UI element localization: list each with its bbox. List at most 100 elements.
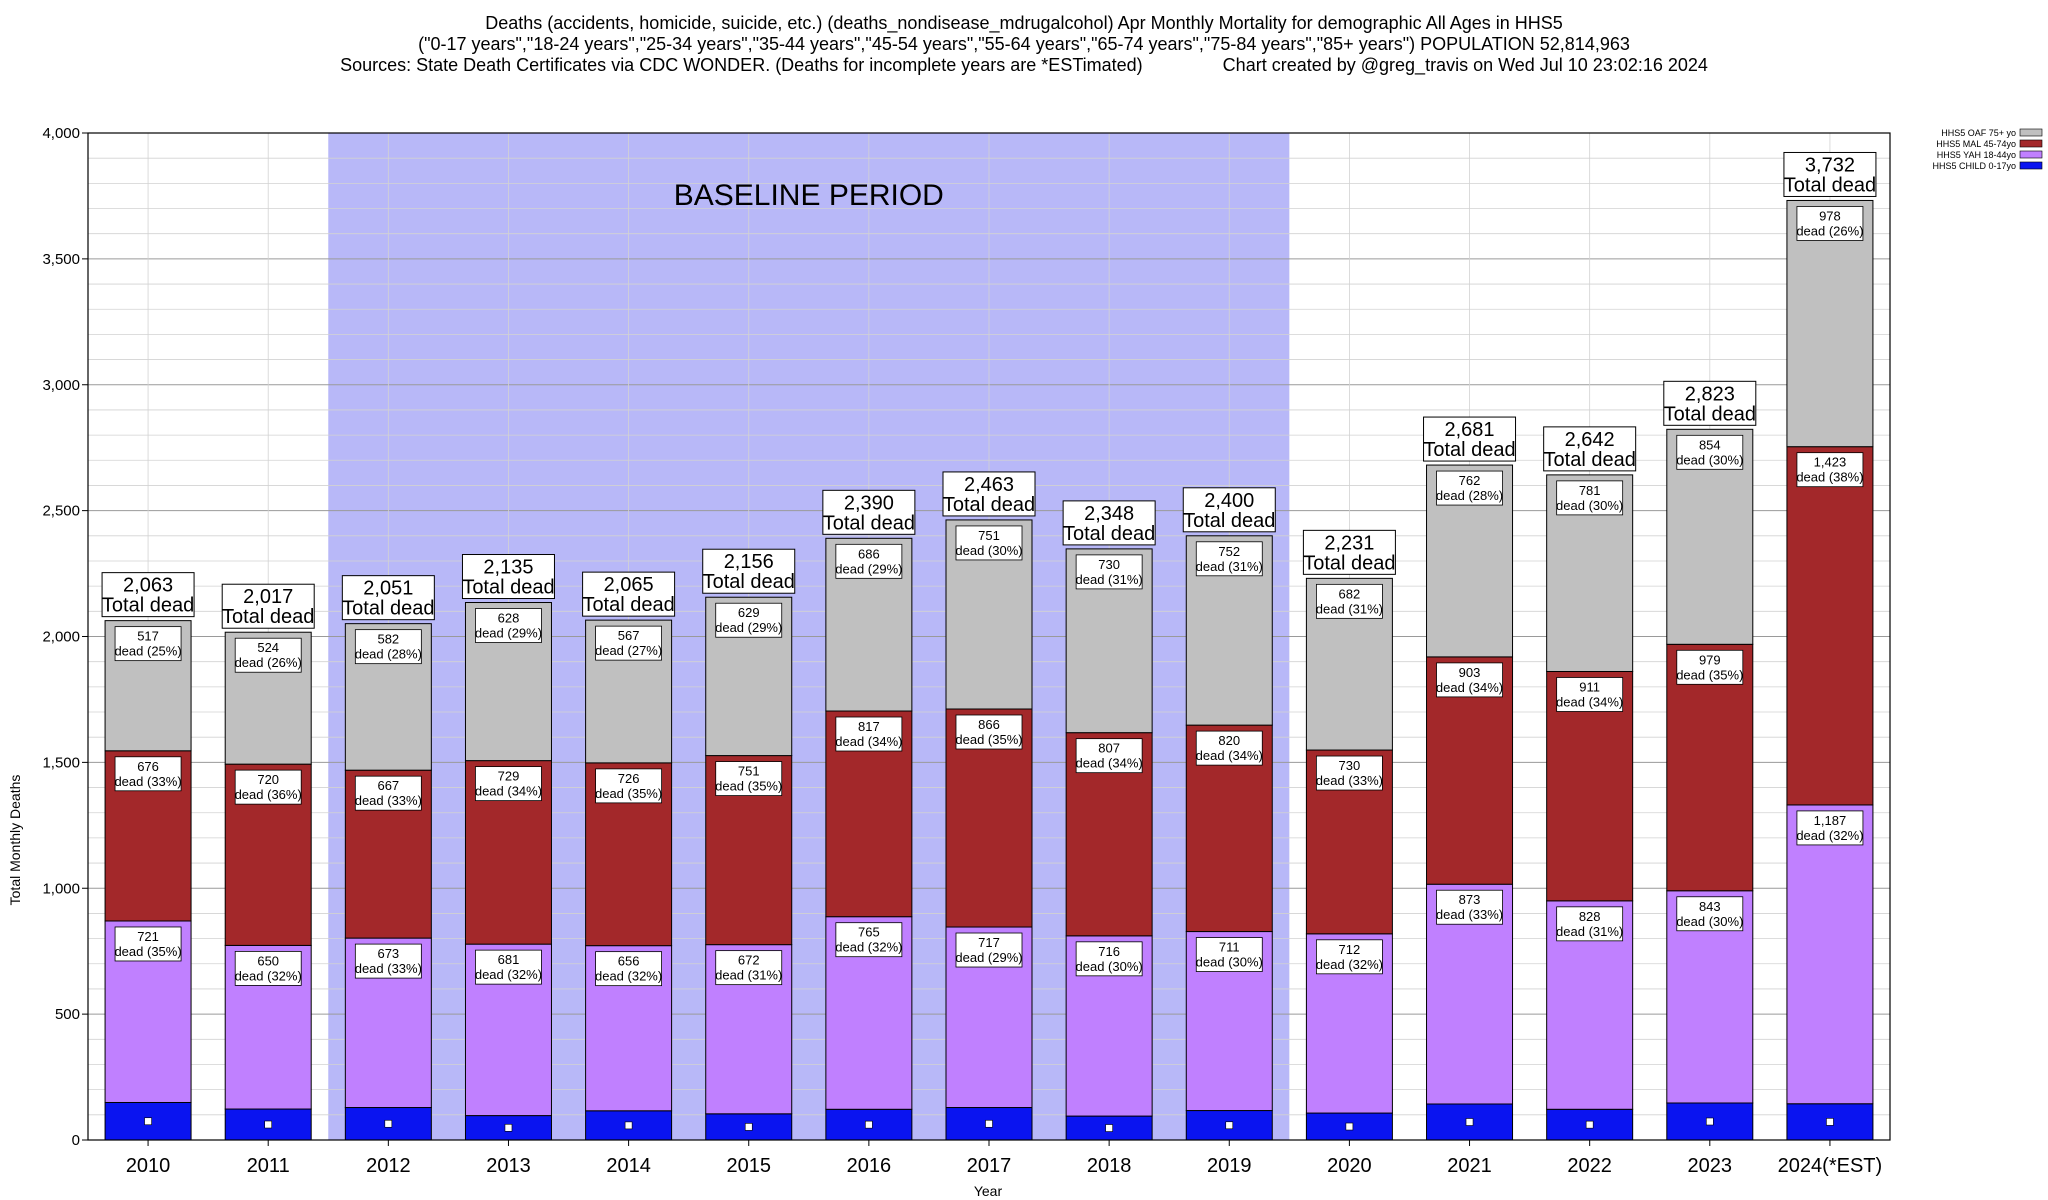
segment-label-box — [114, 756, 182, 792]
segment-value-label: 524 — [257, 640, 279, 655]
segment-marker — [744, 1123, 753, 1131]
total-suffix-label: Total dead — [703, 571, 795, 593]
y-tick-label: 0 — [72, 1132, 80, 1149]
segment-value-label: 672 — [738, 953, 760, 968]
segment-value-label: 681 — [498, 952, 520, 967]
segment-percent-label: dead (34%) — [1076, 756, 1143, 771]
total-label-box — [1663, 380, 1757, 426]
total-label-box — [101, 572, 195, 618]
total-value-label: 2,642 — [1565, 429, 1615, 451]
segment-value-label: 721 — [137, 929, 159, 944]
total-label-box — [1062, 500, 1156, 546]
chart-title: Deaths (accidents, homicide, suicide, et… — [340, 13, 1708, 76]
legend-swatch — [2019, 128, 2043, 137]
total-value-label: 2,156 — [724, 551, 774, 573]
total-suffix-label: Total dead — [222, 606, 314, 628]
segment-label-box — [1075, 738, 1143, 774]
total-value-label: 2,135 — [483, 557, 533, 579]
total-suffix-label: Total dead — [342, 598, 434, 620]
total-suffix-label: Total dead — [1063, 523, 1155, 545]
total-label-box — [1543, 426, 1637, 472]
segment-label-box — [955, 932, 1023, 968]
total-label-box — [702, 548, 796, 594]
segment-value-label: 1,423 — [1814, 455, 1847, 470]
bar-segment — [1185, 1110, 1273, 1141]
x-tick-label: 2024(*EST) — [1778, 1155, 1883, 1177]
segment-percent-label: dead (30%) — [955, 543, 1022, 558]
segment-value-label: 667 — [377, 778, 399, 793]
segment-label-box — [475, 608, 542, 643]
y-axis-label: Total Monthly Deaths — [7, 775, 23, 906]
segment-percent-label: dead (25%) — [114, 644, 181, 659]
total-suffix-label: Total dead — [102, 595, 194, 617]
bar-segment — [1786, 804, 1874, 1105]
segment-value-label: 629 — [738, 605, 760, 620]
total-suffix-label: Total dead — [1183, 510, 1275, 532]
total-suffix-label: Total dead — [1664, 403, 1756, 425]
x-tick-label: 2012 — [366, 1155, 411, 1177]
y-tick-label: 2,500 — [42, 503, 80, 520]
segment-value-label: 628 — [498, 611, 520, 626]
segment-value-label: 828 — [1579, 909, 1601, 924]
segment-marker — [1345, 1122, 1354, 1131]
segment-value-label: 682 — [1339, 586, 1361, 601]
segment-label-box — [1075, 554, 1143, 590]
total-suffix-label: Total dead — [1423, 439, 1515, 461]
segment-label-box — [595, 768, 662, 804]
segment-marker — [1706, 1117, 1714, 1126]
segment-value-label: 730 — [1098, 557, 1120, 572]
segment-label-box — [354, 775, 422, 811]
total-value-label: 3,732 — [1805, 154, 1855, 176]
bar-segment — [1666, 643, 1754, 892]
segment-label-box — [1556, 480, 1624, 516]
x-tick-label: 2010 — [126, 1155, 171, 1177]
total-value-label: 2,017 — [243, 586, 293, 608]
total-label-box — [582, 571, 676, 617]
segment-percent-label: dead (33%) — [114, 774, 181, 789]
x-tick-label: 2020 — [1327, 1155, 1372, 1177]
segment-percent-label: dead (30%) — [1676, 452, 1743, 467]
segment-percent-label: dead (30%) — [1076, 959, 1143, 974]
legend-swatch — [2019, 150, 2043, 159]
y-tick-label: 2,000 — [42, 629, 80, 646]
segment-percent-label: dead (30%) — [1196, 955, 1263, 970]
segment-value-label: 903 — [1459, 665, 1481, 680]
segment-value-label: 717 — [978, 935, 1000, 950]
segment-value-label: 752 — [1218, 544, 1240, 559]
segment-percent-label: dead (36%) — [235, 787, 302, 802]
segment-value-label: 716 — [1098, 944, 1120, 959]
segment-percent-label: dead (32%) — [1316, 957, 1383, 972]
segment-percent-label: dead (33%) — [1436, 907, 1503, 922]
segment-label-box — [1676, 896, 1744, 932]
segment-value-label: 911 — [1579, 679, 1600, 694]
segment-label-box — [835, 543, 903, 579]
segment-value-label: 873 — [1459, 892, 1481, 907]
total-label-box — [461, 554, 555, 600]
segment-label-box — [1436, 662, 1503, 698]
segment-marker — [985, 1119, 993, 1128]
total-suffix-label: Total dead — [1784, 174, 1876, 196]
segment-percent-label: dead (38%) — [1796, 470, 1863, 485]
total-label-box — [1182, 487, 1276, 533]
x-tick-label: 2014 — [606, 1155, 651, 1177]
x-tick-label: 2022 — [1567, 1155, 1612, 1177]
segment-label-box — [1316, 755, 1383, 791]
segment-percent-label: dead (29%) — [835, 561, 902, 576]
legend-label: HHS5 OAF 75+ yo — [1941, 128, 2016, 138]
baseline-period-label: BASELINE PERIOD — [674, 179, 944, 212]
segment-percent-label: dead (33%) — [355, 793, 422, 808]
segment-percent-label: dead (30%) — [1676, 914, 1743, 929]
segment-marker — [865, 1120, 873, 1129]
segment-value-label: 1,187 — [1814, 813, 1847, 828]
segment-value-label: 567 — [618, 628, 640, 643]
title-line-1: Deaths (accidents, homicide, suicide, et… — [485, 13, 1563, 34]
segment-value-label: 650 — [257, 953, 279, 968]
segment-label-box — [955, 714, 1023, 750]
segment-value-label: 686 — [858, 546, 880, 561]
total-value-label: 2,348 — [1084, 503, 1134, 525]
segment-percent-label: dead (35%) — [715, 779, 782, 794]
y-tick-label: 500 — [55, 1006, 80, 1023]
segment-label-box — [1316, 583, 1383, 619]
